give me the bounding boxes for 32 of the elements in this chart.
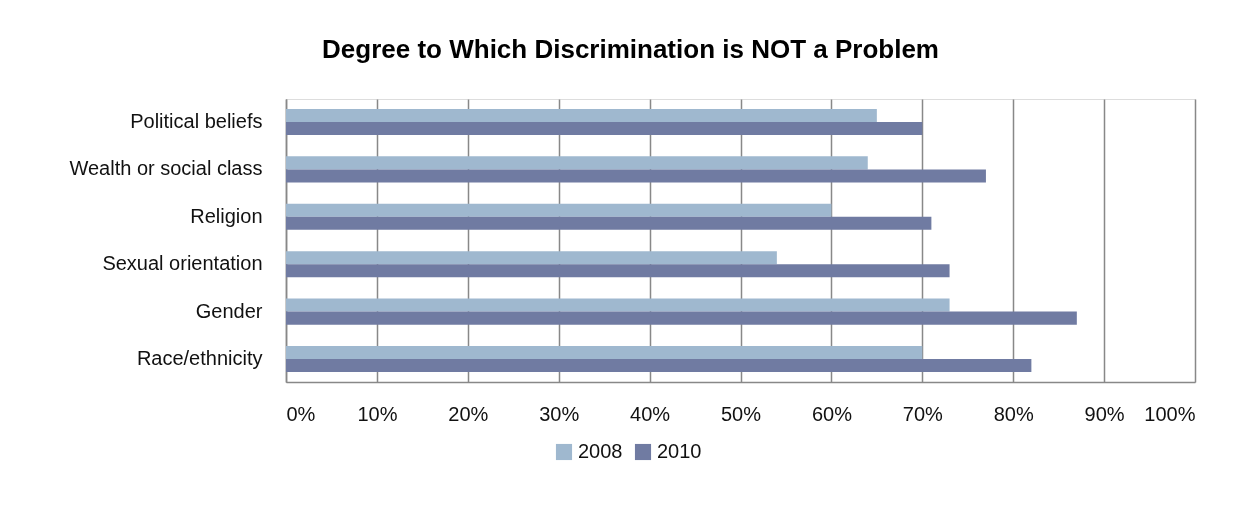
y-tick-label: Race/ethnicity — [136, 347, 263, 370]
x-tick-label: 0% — [286, 402, 316, 425]
chart-title: Degree to Which Discrimination is NOT a Problem — [322, 34, 939, 64]
bar — [286, 264, 950, 278]
bar — [286, 203, 832, 217]
y-tick-label: Gender — [195, 299, 263, 322]
x-tick-label: 70% — [902, 402, 944, 425]
x-tick-label: 10% — [357, 402, 398, 425]
x-tick-label: 30% — [539, 402, 580, 425]
bar — [286, 359, 1032, 373]
x-tick-label: 40% — [630, 402, 671, 425]
bar — [286, 251, 777, 265]
y-tick-label: Religion — [190, 204, 263, 227]
x-tick-label: 50% — [720, 402, 762, 425]
bar — [286, 169, 986, 183]
x-tick-label: 80% — [993, 402, 1034, 425]
x-tick-label: 60% — [811, 402, 853, 425]
bar — [286, 121, 923, 136]
bar — [286, 345, 923, 360]
bar — [286, 216, 932, 230]
y-tick-label: Wealth or social class — [69, 157, 263, 180]
x-tick-label: 20% — [448, 402, 489, 425]
y-tick-label: Sexual orientation — [102, 252, 263, 275]
y-tick-label: Political beliefs — [130, 109, 263, 132]
x-tick-label: 100% — [1144, 402, 1196, 425]
bar — [286, 108, 877, 122]
bar — [286, 298, 950, 312]
bar — [286, 311, 1077, 325]
legend-label: 2008 — [578, 440, 623, 462]
legend-label: 2010 — [657, 440, 702, 462]
bar — [286, 156, 868, 170]
x-tick-label: 90% — [1084, 402, 1125, 425]
